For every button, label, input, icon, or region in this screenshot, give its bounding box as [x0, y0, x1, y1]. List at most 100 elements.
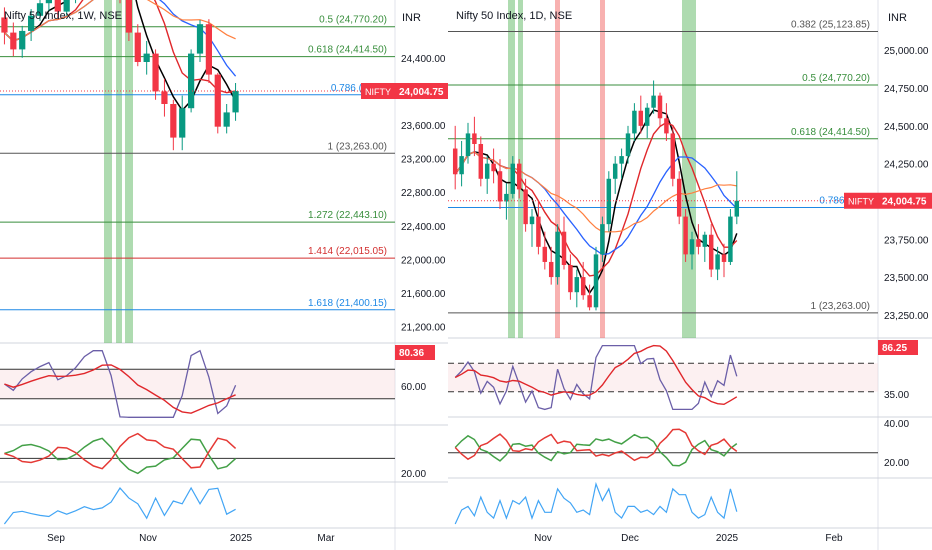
right-candle-body	[523, 189, 528, 225]
left-candle-body	[28, 15, 35, 31]
left-fib-label: 1.414 (22,015.05)	[308, 246, 387, 257]
right-candle-body	[561, 231, 567, 265]
left-candle-body	[134, 32, 141, 62]
right-candle-body	[606, 178, 612, 225]
right-candle-body	[510, 163, 516, 194]
right-price-axis-label: 24,250.00	[884, 160, 929, 171]
right-price-axis-label: 23,750.00	[884, 235, 929, 246]
right-candle-body	[472, 133, 477, 144]
right-candle-body	[491, 163, 496, 172]
left-fib-label: 0.618 (24,414.50)	[308, 45, 387, 56]
right-price-tag-symbol: NIFTY	[848, 197, 874, 207]
left-time-axis-label: Nov	[139, 533, 157, 544]
left-rsi-band	[0, 369, 395, 399]
right-candle-body	[536, 216, 541, 247]
right-dmi-axis-label: 40.00	[884, 419, 909, 430]
right-price-axis-label: 23,500.00	[884, 273, 929, 284]
right-chart-title: Nifty 50 Index, 1D, NSE	[456, 10, 573, 22]
right-rsi-tag: 86.25	[882, 343, 907, 354]
left-price-tag-symbol-bg	[361, 83, 395, 100]
left-candle-body	[152, 53, 159, 92]
right-candle-body	[670, 133, 676, 179]
right-candle-body	[548, 261, 554, 278]
left-candle-body	[170, 104, 177, 138]
left-price-tag-value: 24,004.75	[399, 87, 444, 98]
left-highlight-band	[104, 0, 112, 343]
right-candle-body	[452, 148, 458, 175]
right-dmi-axis-label: 20.00	[884, 458, 909, 469]
right-candle-body	[478, 144, 484, 179]
left-rsi-tag: 80.36	[399, 348, 424, 359]
left-chart-title: Nifty 50 Index, 1W, NSE	[4, 10, 122, 22]
right-time-axis-label: Feb	[825, 533, 843, 544]
left-price-axis-label: 24,400.00	[401, 54, 446, 65]
left-candle-body	[45, 0, 52, 4]
right-time-axis-label: 2025	[716, 533, 739, 544]
left-currency-label[interactable]: INR	[402, 12, 421, 24]
right-candle-body	[676, 178, 682, 217]
left-price-axis-label: 22,400.00	[401, 222, 446, 233]
right-price-axis-label: 24,750.00	[884, 84, 929, 95]
right-candle-body	[459, 156, 464, 175]
left-candle-body	[63, 0, 70, 12]
left-candle-body	[232, 91, 239, 113]
left-candle-body	[36, 3, 44, 16]
left-price-tag-bg	[395, 83, 448, 100]
right-rsi-signal	[454, 344, 738, 406]
right-candle-body	[593, 254, 599, 308]
right-chart-pane[interactable]: 25,000.00 24,750.00 24,500.00 24,250.00 23,7…	[448, 0, 932, 550]
left-oscillator-line	[3, 486, 236, 525]
right-candle-body	[529, 216, 535, 225]
right-candle-body	[696, 239, 701, 247]
right-candle-body	[664, 118, 669, 134]
right-dmi-plus	[454, 433, 738, 467]
left-dmi-minus	[4, 432, 237, 470]
left-rsi-signal	[4, 364, 236, 414]
left-rsi-axis-label: 60.00	[401, 382, 426, 393]
left-candle-body	[205, 24, 212, 75]
right-fib-label: 0.618 (24,414.50)	[791, 127, 870, 138]
left-time-axis-label: Mar	[317, 533, 335, 544]
right-highlight-band	[682, 0, 696, 338]
left-candle-body	[214, 74, 221, 127]
right-candle-body	[542, 246, 548, 262]
left-candle-body	[54, 0, 61, 12]
right-candle-body	[702, 234, 708, 247]
left-candle-body	[143, 53, 150, 62]
left-chart-svg[interactable]: 24,400.0024,000.0023,600.0023,200.0022,8…	[0, 0, 448, 550]
right-candle-body	[651, 95, 656, 108]
right-rsi-line	[454, 344, 738, 411]
right-price-tag-symbol-bg	[844, 192, 878, 209]
left-highlight-band	[116, 0, 122, 343]
left-candle-body	[19, 30, 26, 50]
right-rsi-axis-label: 35.00	[884, 390, 909, 401]
right-candle-body	[516, 163, 522, 190]
right-candle-body	[568, 264, 573, 293]
right-price-axis-label: 24,500.00	[884, 122, 929, 133]
left-price-axis-label: 23,200.00	[401, 155, 446, 166]
left-price-tag-symbol: NIFTY	[365, 87, 391, 97]
right-dmi-minus	[454, 428, 738, 462]
right-chart-svg[interactable]: 25,000.00 24,750.00 24,500.00 24,250.00 23,7…	[448, 0, 932, 550]
right-price-axis-label: 25,000.00	[884, 46, 929, 57]
right-candle-body	[600, 224, 605, 255]
right-candle-body	[580, 277, 586, 296]
right-candle-body	[612, 163, 618, 179]
right-highlight-band	[600, 0, 605, 338]
left-price-axis-label: 22,800.00	[401, 188, 446, 199]
left-candle-body	[161, 91, 168, 104]
left-time-axis-label: 2025	[230, 533, 253, 544]
right-candle-body	[715, 254, 720, 270]
right-currency-label[interactable]: INR	[888, 12, 907, 24]
left-chart-pane[interactable]: 24,400.0024,000.0023,600.0023,200.0022,8…	[0, 0, 448, 550]
left-fib-label: 0.5 (24,770.20)	[319, 15, 387, 26]
right-candle-body	[721, 254, 727, 262]
left-fib-label: 1 (23,263.00)	[328, 141, 388, 152]
right-candle-body	[484, 163, 490, 179]
right-candle-body	[555, 231, 560, 278]
right-candle-body	[657, 95, 663, 119]
left-fib-label: 1.272 (22,443.10)	[308, 210, 387, 221]
left-fib-label: 0.786 (23,96	[331, 83, 388, 94]
right-price-tag-bg	[878, 192, 932, 209]
left-moving-average-20	[3, 0, 236, 42]
